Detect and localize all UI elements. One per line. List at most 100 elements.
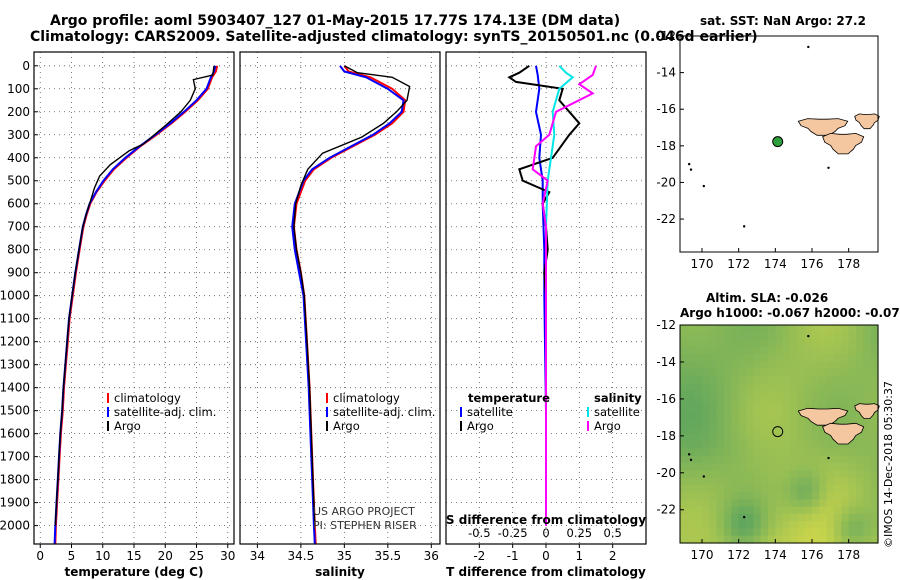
sla-cell [834, 368, 842, 377]
sla-cell [804, 455, 813, 464]
sla-cell [738, 325, 747, 333]
sla-cell [870, 368, 879, 377]
sla-cell [819, 441, 828, 450]
sla-cell [731, 535, 740, 544]
sla-cell [694, 441, 703, 450]
sla-cell [856, 455, 864, 464]
series-line-argo [54, 65, 215, 526]
sla-cell [826, 448, 835, 457]
sla-cell [790, 354, 798, 362]
sla-cell [724, 506, 732, 515]
sla-cell [856, 375, 864, 384]
credit-label: ©IMOS 14-Dec-2018 05:30:37 [882, 381, 895, 548]
sla-cell [746, 426, 754, 435]
sla-cell [819, 397, 828, 406]
sla-cell [841, 339, 850, 348]
sla-cell [790, 419, 798, 428]
sla-cell [753, 499, 762, 508]
sla-cell [819, 521, 828, 530]
sla-cell [804, 390, 813, 399]
sla-cell [812, 521, 820, 530]
sla-cell [716, 375, 725, 384]
sla-cell [680, 506, 688, 515]
sla-cell [680, 492, 688, 500]
sla-cell [731, 390, 740, 399]
sla-cell [848, 535, 857, 544]
series-line-climatology [54, 65, 219, 545]
sla-cell [841, 448, 850, 457]
sla-cell [804, 419, 813, 428]
islet-dot [827, 456, 830, 460]
sla-cell [790, 484, 798, 493]
y-tick-label: -18 [656, 429, 676, 443]
sla-cell [716, 470, 725, 479]
sla-cell [746, 354, 754, 362]
sla-cell [775, 463, 784, 471]
sla-cell [716, 339, 725, 348]
sla-cell [760, 361, 769, 370]
sla-cell [826, 506, 835, 515]
sla-cell [694, 484, 703, 493]
sla-cell [680, 477, 688, 486]
sla-cell [702, 470, 710, 479]
sla-cell [687, 513, 696, 522]
sla-cell [724, 325, 732, 333]
x-tick-label: 178 [837, 548, 860, 562]
sla-cell [790, 463, 798, 471]
sla-cell [731, 412, 740, 421]
sla-cell [731, 521, 740, 530]
sla-cell [760, 404, 769, 413]
sla-cell [687, 434, 696, 442]
sla-cell [746, 346, 754, 355]
sla-cell [680, 441, 688, 450]
sla-cell [782, 390, 791, 399]
sla-cell [856, 361, 864, 370]
sla-cell [819, 426, 828, 435]
sla-cell [856, 339, 864, 348]
sla-cell [738, 484, 747, 493]
island-shape [822, 132, 865, 155]
sla-cell [716, 484, 725, 493]
island-shape [854, 113, 880, 130]
sla-cell [804, 325, 813, 333]
sla-cell [848, 455, 857, 464]
sla-cell [775, 325, 784, 333]
s-tick-label: 0.5 [604, 526, 622, 540]
depth-tick-label: 2000 [0, 519, 30, 533]
sla-cell [819, 463, 828, 471]
sla-cell [819, 513, 828, 522]
sla-cell [760, 412, 769, 421]
sla-cell [731, 499, 740, 508]
island-shape [822, 422, 865, 445]
sla-cell [775, 441, 784, 450]
sla-cell [826, 492, 835, 500]
sla-cell [702, 477, 710, 486]
sla-cell [819, 477, 828, 486]
sla-cell [768, 477, 776, 486]
sla-cell [731, 368, 740, 377]
sla-cell [694, 404, 703, 413]
sla-cell [856, 332, 864, 341]
sla-cell [804, 383, 813, 391]
sla-cell [790, 404, 798, 413]
x-tick-label: 20 [158, 549, 173, 563]
sla-cell [753, 375, 762, 384]
depth-tick-label: 1500 [0, 404, 30, 418]
x-tick-label: 174 [764, 548, 787, 562]
sla-cell [863, 492, 872, 500]
sla-cell [848, 368, 857, 377]
sla-cell [812, 477, 820, 486]
sla-cell [826, 484, 835, 493]
sla-cell [716, 368, 725, 377]
sla-cell [716, 528, 725, 537]
sla-cell [804, 470, 813, 479]
sla-cell [804, 339, 813, 348]
sla-cell [738, 513, 747, 522]
sla-cell [775, 368, 784, 377]
sla-cell [680, 513, 688, 522]
sla-cell [826, 463, 835, 471]
legend-label: satellite [594, 405, 640, 419]
sla-cell [753, 484, 762, 493]
sla-cell [680, 383, 688, 391]
sla-cell [848, 441, 857, 450]
